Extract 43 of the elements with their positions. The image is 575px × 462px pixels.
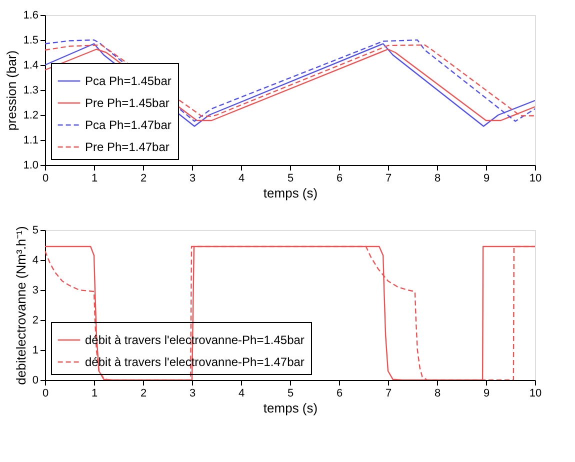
y-tick-label: 1.1	[23, 134, 38, 146]
x-tick-label: 0	[42, 172, 49, 184]
x-tick-label: 1	[91, 388, 98, 400]
legend-label: Pca Ph=1.47bar	[85, 118, 172, 132]
y-tick-label: 1.3	[23, 84, 38, 96]
y-tick-label: 1.4	[23, 60, 38, 72]
legend-label: Pre Ph=1.47bar	[85, 140, 170, 154]
y-tick-label: 1.0	[23, 160, 38, 172]
x-tick-label: 0	[42, 388, 49, 400]
y-tick-label: 1.2	[23, 110, 38, 122]
x-tick-label: 3	[189, 388, 196, 400]
y-tick-label: 3	[32, 284, 38, 296]
x-tick-label: 8	[434, 388, 441, 400]
x-tick-label: 2	[140, 388, 147, 400]
legend-label: Pca Ph=1.45bar	[85, 74, 172, 88]
x-tick-label: 5	[287, 388, 294, 400]
x-tick-label: 3	[189, 172, 196, 184]
x-axis-title: temps (s)	[263, 400, 318, 416]
x-tick-label: 6	[336, 388, 343, 400]
x-tick-label: 6	[336, 172, 343, 184]
y-tick-label: 0	[32, 374, 38, 386]
x-tick-label: 7	[385, 172, 392, 184]
x-tick-label: 4	[238, 172, 245, 184]
x-tick-label: 4	[238, 388, 245, 400]
y-tick-label: 4	[32, 254, 38, 266]
y-axis-title: pression (bar)	[4, 50, 20, 131]
x-axis-title: temps (s)	[263, 186, 318, 200]
y-tick-label: 1.5	[23, 34, 38, 46]
y-tick-label: 5	[32, 224, 38, 236]
x-tick-label: 7	[385, 388, 392, 400]
x-tick-label: 9	[483, 172, 490, 184]
x-tick-label: 5	[287, 172, 294, 184]
y-tick-label: 1.6	[23, 10, 38, 22]
legend-label: Pre Ph=1.45bar	[85, 96, 170, 110]
x-tick-label: 8	[434, 172, 441, 184]
x-tick-label: 1	[91, 172, 98, 184]
x-tick-label: 2	[140, 172, 147, 184]
x-tick-label: 10	[529, 172, 542, 184]
x-tick-label: 10	[529, 388, 542, 400]
y-tick-label: 1	[32, 344, 38, 356]
x-tick-label: 9	[483, 388, 490, 400]
y-tick-label: 2	[32, 314, 38, 326]
y-axis-title: debitelectrovanne (Nm³.h⁻¹)	[13, 226, 28, 385]
